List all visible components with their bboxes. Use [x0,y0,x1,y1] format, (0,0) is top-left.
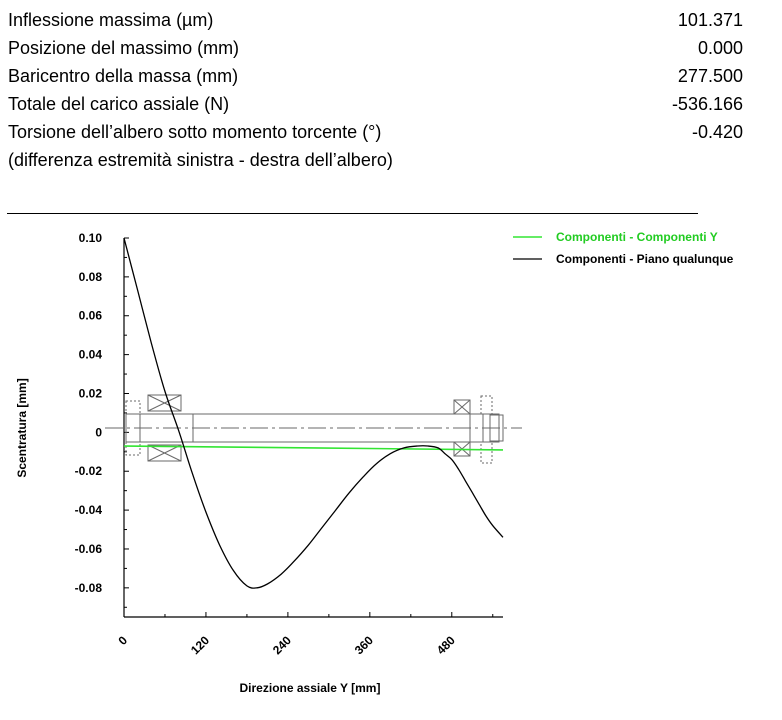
y-axis-title: Scentratura [mm] [15,378,29,477]
y-tick-label: 0.08 [79,270,103,284]
result-label: Posizione del massimo (mm) [8,38,240,58]
x-tick-label: 120 [188,633,212,657]
y-tick-label: 0.10 [79,231,103,245]
x-tick-label: 360 [352,633,376,657]
result-value: 0.000 [697,38,743,58]
result-row-center-of-mass: Baricentro della massa (mm) 277.500 [8,62,743,90]
result-value: -0.420 [691,122,743,142]
x-tick-label: 0 [115,633,130,648]
torsion-note: (differenza estremità sinistra - destra … [8,150,393,170]
chart-axes: 0.10 0.08 0.06 0.04 0.02 0 -0.02 -0.04 -0.06 -0.0… [75,231,503,657]
result-label: Totale del carico assiale (N) [8,94,230,114]
result-value: 277.500 [677,66,743,86]
coupling-right [480,395,493,464]
x-ticks: 0 120 240 360 480 [115,612,494,657]
bearing-right-top [453,399,471,415]
chart-legend: Componenti - Componenti Y Componenti - P… [513,230,734,266]
deflection-chart: 0.10 0.08 0.06 0.04 0.02 0 -0.02 -0.04 -0.06 -0.0… [15,230,734,695]
result-label: Baricentro della massa (mm) [8,66,239,86]
y-tick-label: -0.02 [75,464,103,478]
y-tick-label: 0.06 [79,309,103,323]
section-divider [7,213,698,214]
coupling-left [125,400,141,456]
result-label: Inflessione massima (µm) [8,10,214,30]
y-tick-label: 0.04 [79,348,103,362]
series-line-black [123,237,504,589]
x-axis-title: Direzione assiale Y [mm] [240,681,381,695]
y-tick-label: 0.02 [79,386,103,400]
result-row-torsion: Torsione dell’albero sotto momento torce… [8,118,743,146]
x-tick-label: 480 [434,633,458,657]
x-tick-label: 240 [270,633,294,657]
series-line-green [123,445,504,451]
legend-label-black: Componenti - Piano qualunque [556,252,734,266]
series-layer [123,237,504,589]
y-tick-label: -0.04 [75,503,103,517]
results-panel: Inflessione massima (µm) 101.371 Posizio… [8,6,743,174]
result-row-max-deflection: Inflessione massima (µm) 101.371 [8,6,743,34]
legend-label-green: Componenti - Componenti Y [556,230,718,244]
result-row-max-position: Posizione del massimo (mm) 0.000 [8,34,743,62]
result-value: -536.166 [671,94,743,114]
result-row-axial-load: Totale del carico assiale (N) -536.166 [8,90,743,118]
y-tick-label: -0.08 [75,581,103,595]
shaft-drawing [105,394,522,464]
result-value: 101.371 [677,10,743,30]
y-ticks: 0.10 0.08 0.06 0.04 0.02 0 -0.02 -0.04 -0.06 -0.0… [75,231,129,608]
y-tick-label: 0 [95,425,102,439]
y-tick-label: -0.06 [75,542,103,556]
bearing-left-bottom [147,444,182,462]
result-label: Torsione dell’albero sotto momento torce… [8,122,382,142]
shaft-end [489,414,504,442]
bearing-left-top [147,394,182,412]
